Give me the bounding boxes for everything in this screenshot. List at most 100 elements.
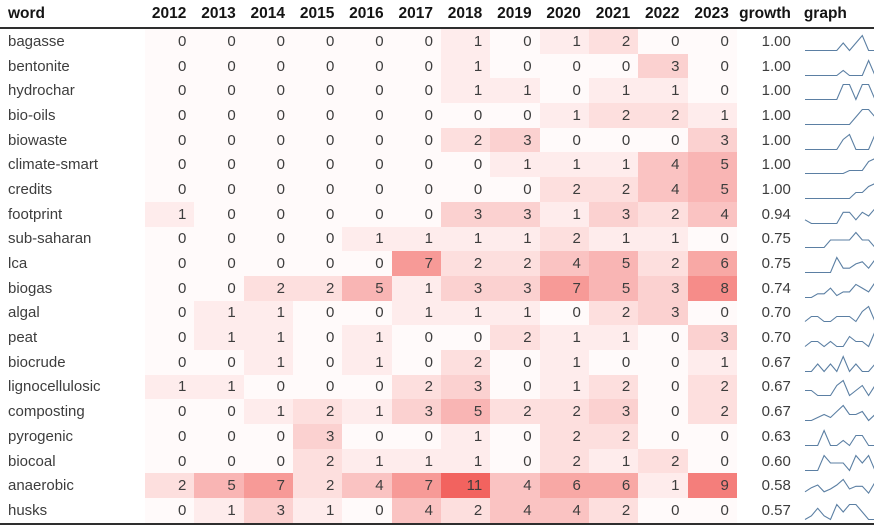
table-row: bagasse 0 0 0 0 0 0 1 0 1 2 0 0 1.00 (0, 28, 874, 54)
sparkline-cell (794, 276, 874, 301)
year-cell: 0 (194, 127, 244, 153)
sparkline-graph (804, 133, 874, 150)
sparkline-graph (804, 183, 874, 200)
year-cell: 1 (145, 201, 195, 227)
word-cell: lignocellulosic (8, 378, 101, 396)
year-cell: 0 (293, 226, 343, 252)
year-cell: 0 (145, 127, 195, 153)
year-cell: 0 (342, 201, 392, 227)
sparkline-graph (804, 84, 874, 102)
year-cell: 0 (440, 103, 491, 128)
table-row: sub-saharan 0 0 0 0 1 1 1 1 2 1 1 0 0.75 (0, 226, 874, 252)
growth-value: 1.00 (761, 156, 791, 174)
word-cell: anaerobic (8, 477, 74, 495)
growth-value: 0.74 (761, 279, 791, 297)
year-cell: 1 (588, 78, 639, 104)
sparkline-graph (804, 428, 874, 447)
year-cell: 0 (243, 251, 293, 276)
year-cell: 4 (687, 201, 737, 227)
year-cell: 1 (440, 53, 491, 79)
year-cell: 0 (638, 127, 688, 153)
sparkline-path (804, 231, 874, 249)
year-cell: 4 (539, 251, 589, 276)
year-cell: 0 (293, 325, 343, 350)
sparkline-cell (794, 399, 874, 424)
year-cell: 0 (539, 300, 589, 326)
year-cell: 0 (194, 78, 244, 104)
year-cell: 0 (687, 28, 737, 54)
word-cell: bio-oils (8, 106, 56, 124)
year-cell: 1 (342, 226, 392, 252)
year-cell: 4 (391, 498, 441, 525)
year-cell: 0 (638, 374, 688, 400)
growth-value: 1.00 (761, 180, 791, 198)
year-cell: 0 (243, 152, 293, 178)
year-cell: 3 (490, 201, 540, 227)
year-cell: 0 (638, 424, 688, 449)
year-cell: 3 (440, 374, 491, 400)
year-cell: 1 (342, 349, 392, 375)
year-cell: 0 (145, 399, 195, 424)
year-cell: 2 (588, 374, 639, 400)
sparkline-path (804, 158, 874, 175)
year-cell: 0 (391, 349, 441, 375)
word-cell: lca (8, 255, 28, 273)
sparkline-graph (804, 503, 874, 521)
year-cell: 0 (440, 177, 491, 202)
year-cell: 2 (539, 448, 589, 474)
year-cell: 0 (687, 448, 737, 474)
word-cell: hydrochar (8, 82, 75, 100)
sparkline-path (804, 282, 874, 298)
year-cell: 2 (588, 177, 639, 202)
year-cell: 1 (539, 201, 589, 227)
year-cell: 1 (539, 325, 589, 350)
table-row: biowaste 0 0 0 0 0 0 2 3 0 0 0 3 1.00 (0, 127, 874, 153)
growth-value: 1.00 (761, 32, 791, 50)
year-cell: 0 (145, 53, 195, 79)
year-cell: 8 (687, 275, 737, 301)
year-cell: 5 (687, 177, 737, 202)
column-header-2018: 2018 (440, 0, 491, 29)
word-cell: credits (8, 180, 53, 198)
year-cell: 3 (243, 498, 293, 525)
year-cell: 2 (440, 127, 491, 153)
year-cell: 2 (539, 177, 589, 202)
year-cell: 0 (243, 28, 293, 54)
year-cell: 0 (342, 498, 392, 525)
year-cell: 0 (145, 300, 195, 326)
year-cell: 0 (243, 201, 293, 227)
sparkline-path (804, 208, 874, 224)
sparkline-graph (804, 478, 874, 495)
year-cell: 1 (588, 448, 639, 474)
year-cell: 0 (145, 177, 195, 202)
year-cell: 2 (293, 473, 343, 499)
sparkline-graph (804, 354, 874, 373)
year-cell: 7 (391, 251, 441, 276)
year-cell: 1 (243, 325, 293, 350)
year-cell: 3 (687, 325, 737, 350)
year-cell: 1 (588, 226, 639, 252)
year-cell: 2 (588, 28, 639, 54)
year-cell: 3 (588, 201, 639, 227)
year-cell: 0 (490, 177, 540, 202)
sparkline-path (804, 453, 874, 472)
sparkline-cell (794, 325, 874, 350)
table-row: climate-smart 0 0 0 0 0 0 0 1 1 1 4 5 1.00 (0, 152, 874, 178)
year-cell: 2 (588, 300, 639, 326)
sparkline-graph (804, 380, 874, 397)
year-cell: 0 (342, 53, 392, 79)
sparkline-cell (794, 28, 874, 54)
growth-value: 0.58 (761, 477, 791, 495)
table-row: algal 0 1 1 0 0 1 1 1 0 2 3 0 0.70 (0, 300, 874, 326)
year-cell: 1 (342, 325, 392, 350)
year-cell: 1 (539, 28, 589, 54)
year-cell: 0 (490, 103, 540, 128)
sparkline-graph (804, 332, 874, 348)
sparkline-path (804, 478, 874, 495)
year-cell: 1 (490, 300, 540, 326)
year-cell: 2 (391, 374, 441, 400)
table-row: lignocellulosic 1 1 0 0 0 2 3 0 1 2 0 2 0.67 (0, 374, 874, 400)
year-cell: 0 (588, 53, 639, 79)
sparkline-path (804, 404, 874, 422)
